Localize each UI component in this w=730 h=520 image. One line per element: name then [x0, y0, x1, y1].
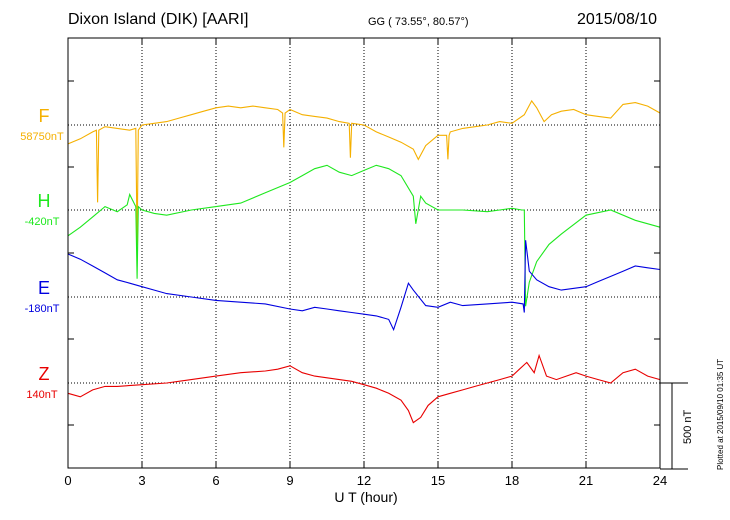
x-tick-label: 12 — [357, 473, 371, 488]
x-tick-label: 3 — [138, 473, 145, 488]
series-baseline-H: -420nT — [25, 216, 60, 228]
grid — [68, 38, 660, 468]
series-name-F: F — [39, 106, 50, 126]
x-tick-label: 9 — [286, 473, 293, 488]
series-name-Z: Z — [39, 364, 50, 384]
axis-ticks: 0 3 6 9 12 15 18 21 24 — [64, 38, 667, 488]
x-tick-label: 21 — [579, 473, 593, 488]
series-baseline-E: -180nT — [25, 303, 60, 315]
series-baseline-F: 58750nT — [20, 131, 64, 143]
station-title: Dixon Island (DIK) [AARI] — [68, 11, 249, 28]
series-line-F — [67, 99, 661, 246]
series-labels: F 58750nT H -420nT E -180nT Z 140nT — [20, 106, 64, 401]
series-traces — [67, 99, 661, 424]
x-tick-label: 15 — [431, 473, 445, 488]
scale-bar — [660, 382, 688, 470]
x-tick-label: 24 — [653, 473, 667, 488]
plotted-note: Plotted at 2015/09/10 01:35 UT — [716, 358, 725, 470]
plot-frame — [67, 37, 661, 469]
date-label: 2015/08/10 — [577, 11, 658, 28]
series-line-H — [67, 164, 661, 307]
geographic-coords: GG ( 73.55°, 80.57°) — [368, 16, 469, 28]
x-axis-label: U T (hour) — [334, 489, 397, 505]
scale-bar-label: 500 nT — [682, 409, 694, 444]
x-tick-label: 6 — [212, 473, 219, 488]
series-line-Z — [67, 353, 661, 424]
series-name-H: H — [38, 191, 51, 211]
series-baseline-Z: 140nT — [26, 389, 57, 401]
series-line-E — [67, 240, 661, 332]
x-tick-label: 18 — [505, 473, 519, 488]
series-name-E: E — [38, 278, 50, 298]
x-tick-label: 0 — [64, 473, 71, 488]
